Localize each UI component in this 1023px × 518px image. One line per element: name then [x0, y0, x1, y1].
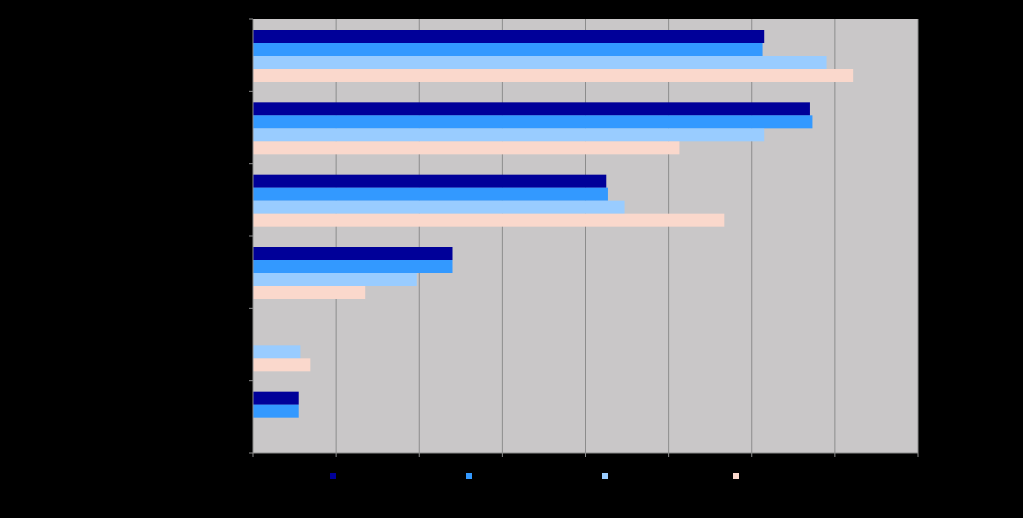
- bar: [253, 247, 453, 260]
- bars: [253, 30, 854, 418]
- bar: [253, 273, 417, 286]
- bar: [253, 213, 725, 227]
- bar: [253, 404, 299, 418]
- axes: [249, 18, 919, 457]
- bar: [253, 115, 813, 129]
- bar: [253, 260, 453, 273]
- bar: [253, 358, 311, 372]
- bar: [253, 128, 765, 142]
- bar: [253, 30, 765, 43]
- bar: [253, 174, 607, 188]
- bar: [253, 187, 608, 201]
- legend-swatch: [330, 473, 336, 479]
- legend-swatch: [733, 473, 739, 479]
- bar: [253, 43, 763, 56]
- legend-swatch: [602, 473, 608, 479]
- bar: [253, 69, 854, 82]
- bar: [253, 102, 810, 116]
- bar: [253, 200, 625, 214]
- bar: [253, 56, 827, 69]
- gridlines: [335, 19, 919, 453]
- bar: [253, 141, 680, 155]
- bar: [253, 391, 299, 405]
- legend: [330, 473, 739, 479]
- legend-swatch: [466, 473, 472, 479]
- bar: [253, 286, 366, 299]
- bar: [253, 345, 301, 359]
